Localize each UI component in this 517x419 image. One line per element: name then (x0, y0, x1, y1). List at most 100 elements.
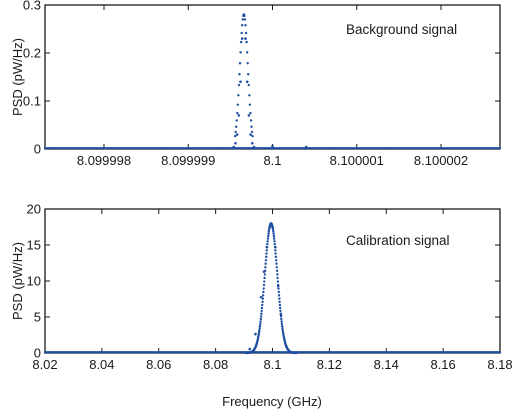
data-point (285, 345, 289, 349)
x-tick-label: 8.100002 (414, 153, 468, 168)
data-point-baseline (54, 351, 57, 354)
data-point-baseline (353, 351, 356, 354)
data-point-baseline (388, 147, 391, 150)
data-point-baseline (99, 351, 103, 354)
data-point-baseline (43, 147, 47, 150)
data-point-baseline (358, 147, 362, 150)
data-point (271, 144, 274, 148)
data-point-baseline (64, 351, 68, 354)
y-tick-label: 0 (34, 346, 41, 361)
data-point-baseline (255, 351, 258, 354)
data-point-baseline (217, 147, 220, 150)
data-point-baseline (467, 351, 470, 354)
data-point-baseline (166, 147, 169, 150)
annotation-calibration-signal: Calibration signal (346, 233, 450, 248)
data-point-baseline (472, 351, 475, 354)
data-point-baseline (299, 351, 302, 354)
y-tick-label: 0.2 (23, 46, 41, 61)
data-point-baseline (210, 147, 213, 150)
data-point-peak (281, 330, 285, 334)
data-point-peak (241, 18, 244, 21)
data-point-baseline (441, 351, 444, 354)
data-point-baseline (455, 351, 458, 354)
data-point-peak (248, 103, 252, 106)
data-point-baseline (393, 351, 397, 354)
data-point-baseline (49, 351, 52, 354)
y-tick-label: 0.1 (23, 94, 41, 109)
data-point-baseline (203, 351, 206, 354)
data-point-baseline (474, 351, 477, 354)
data-point-baseline (150, 147, 153, 150)
data-point-baseline (358, 351, 362, 354)
data-point-baseline (308, 351, 311, 354)
data-point (239, 80, 242, 84)
data-point-baseline (243, 147, 246, 150)
data-point-baseline (159, 351, 162, 354)
data-point-baseline (437, 351, 440, 354)
data-point-baseline (498, 351, 502, 354)
data-point-baseline (231, 351, 234, 354)
data-point-baseline (462, 147, 465, 150)
data-point-baseline (199, 147, 202, 150)
data-point-baseline (91, 147, 94, 150)
data-point-peak (274, 249, 277, 252)
data-point-baseline (129, 147, 132, 150)
data-point-baseline (77, 351, 80, 354)
data-point-peak (281, 326, 284, 330)
data-point-baseline (301, 147, 304, 150)
data-point-peak (247, 83, 250, 87)
data-point-baseline (348, 147, 351, 150)
data-point-baseline (150, 351, 153, 354)
data-point-baseline (145, 351, 148, 354)
data-point-baseline (161, 147, 164, 150)
data-point-baseline (168, 351, 171, 354)
data-point-peak (278, 300, 281, 304)
data-point-baseline (491, 351, 495, 354)
data-point-baseline (287, 147, 290, 150)
data-point-baseline (178, 351, 181, 354)
data-point-baseline (402, 351, 405, 354)
data-point-baseline (92, 147, 96, 150)
data-point-baseline (129, 351, 132, 354)
data-point-baseline (222, 147, 225, 150)
data-point-baseline (442, 147, 446, 150)
data-point (276, 284, 280, 288)
data-point-baseline (497, 147, 500, 150)
data-point-baseline (385, 351, 388, 354)
data-point (247, 114, 251, 117)
data-point-baseline (224, 351, 227, 354)
data-point-baseline (182, 351, 185, 354)
data-point-baseline (344, 147, 348, 150)
data-point-baseline (120, 351, 124, 354)
data-point-baseline (229, 147, 232, 150)
data-point-baseline (278, 351, 281, 354)
data-point-baseline (122, 351, 125, 354)
data-point-baseline (162, 147, 166, 150)
data-point-baseline (353, 147, 356, 150)
data-point-peak (265, 249, 269, 252)
data-point-baseline (203, 147, 206, 150)
data-point-baseline (477, 351, 481, 354)
data-point-baseline (278, 147, 281, 150)
data-point-baseline (61, 351, 64, 354)
data-point-peak (259, 320, 262, 323)
data-point-baseline (348, 351, 351, 354)
data-point-baseline (85, 351, 89, 354)
data-point-baseline (145, 147, 148, 150)
data-point-baseline (119, 351, 122, 354)
data-point-baseline (52, 147, 55, 150)
axis-ticks-bottom: 8.02 8.04 8.06 8.08 8.1 8.12 8.14 8.16 8.18 0 5 10 1… (27, 202, 513, 373)
data-point-baseline (346, 147, 349, 150)
data-point-baseline (50, 351, 54, 354)
data-point-baseline (411, 147, 414, 150)
data-point-peak (276, 273, 279, 276)
data-point (249, 133, 252, 136)
data-point-baseline (180, 351, 183, 354)
data-point-peak (277, 287, 280, 290)
data-point-baseline (96, 147, 99, 150)
data-point-peak (264, 266, 267, 269)
data-point-baseline (166, 351, 169, 354)
data-point (240, 37, 244, 40)
data-point-baseline (325, 147, 328, 150)
data-point-baseline (332, 147, 335, 150)
